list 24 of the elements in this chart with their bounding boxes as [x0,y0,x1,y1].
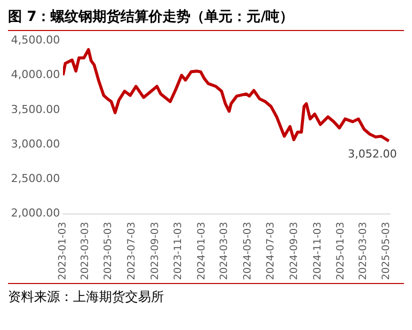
y-tick-label: 3,500.00 [11,102,60,116]
y-tick-label: 4,500.00 [11,33,60,46]
x-tick-label: 2025-05-03 [381,222,392,280]
x-tick-label: 2024-09-03 [289,222,300,280]
chart-title: 图 7：螺纹钢期货结算价走势（单元：元/吨） [8,8,404,31]
x-tick-label: 2024-11-03 [312,222,324,280]
x-tick-label: 2024-07-03 [266,222,277,280]
x-tick-label: 2025-03-03 [358,222,369,280]
x-tick-label: 2025-01-03 [336,222,347,280]
x-tick-label: 2023-05-03 [103,222,114,280]
x-tick-label: 2023-07-03 [126,222,138,280]
x-tick-label: 2024-01-03 [196,222,208,280]
text: 资料来源：上海期货交易所 [8,283,404,306]
y-tick-label: 4,000.00 [11,68,60,82]
x-tick-label: 2023-03-03 [80,222,92,280]
y-tick-label: 3,000.00 [11,137,60,150]
y-tick-label: 2,000.00 [11,206,60,220]
x-tick-label: 2023-01-03 [58,222,69,280]
y-tick-label: 2,500.00 [11,172,60,186]
x-tick-label: 2024-03-03 [219,222,230,280]
x-tick-label: 2023-11-03 [173,222,184,280]
x-tick-label: 2023-09-03 [150,222,161,280]
annotation: 3,052.00 [348,147,397,160]
x-tick-label: 2024-05-03 [242,222,254,280]
